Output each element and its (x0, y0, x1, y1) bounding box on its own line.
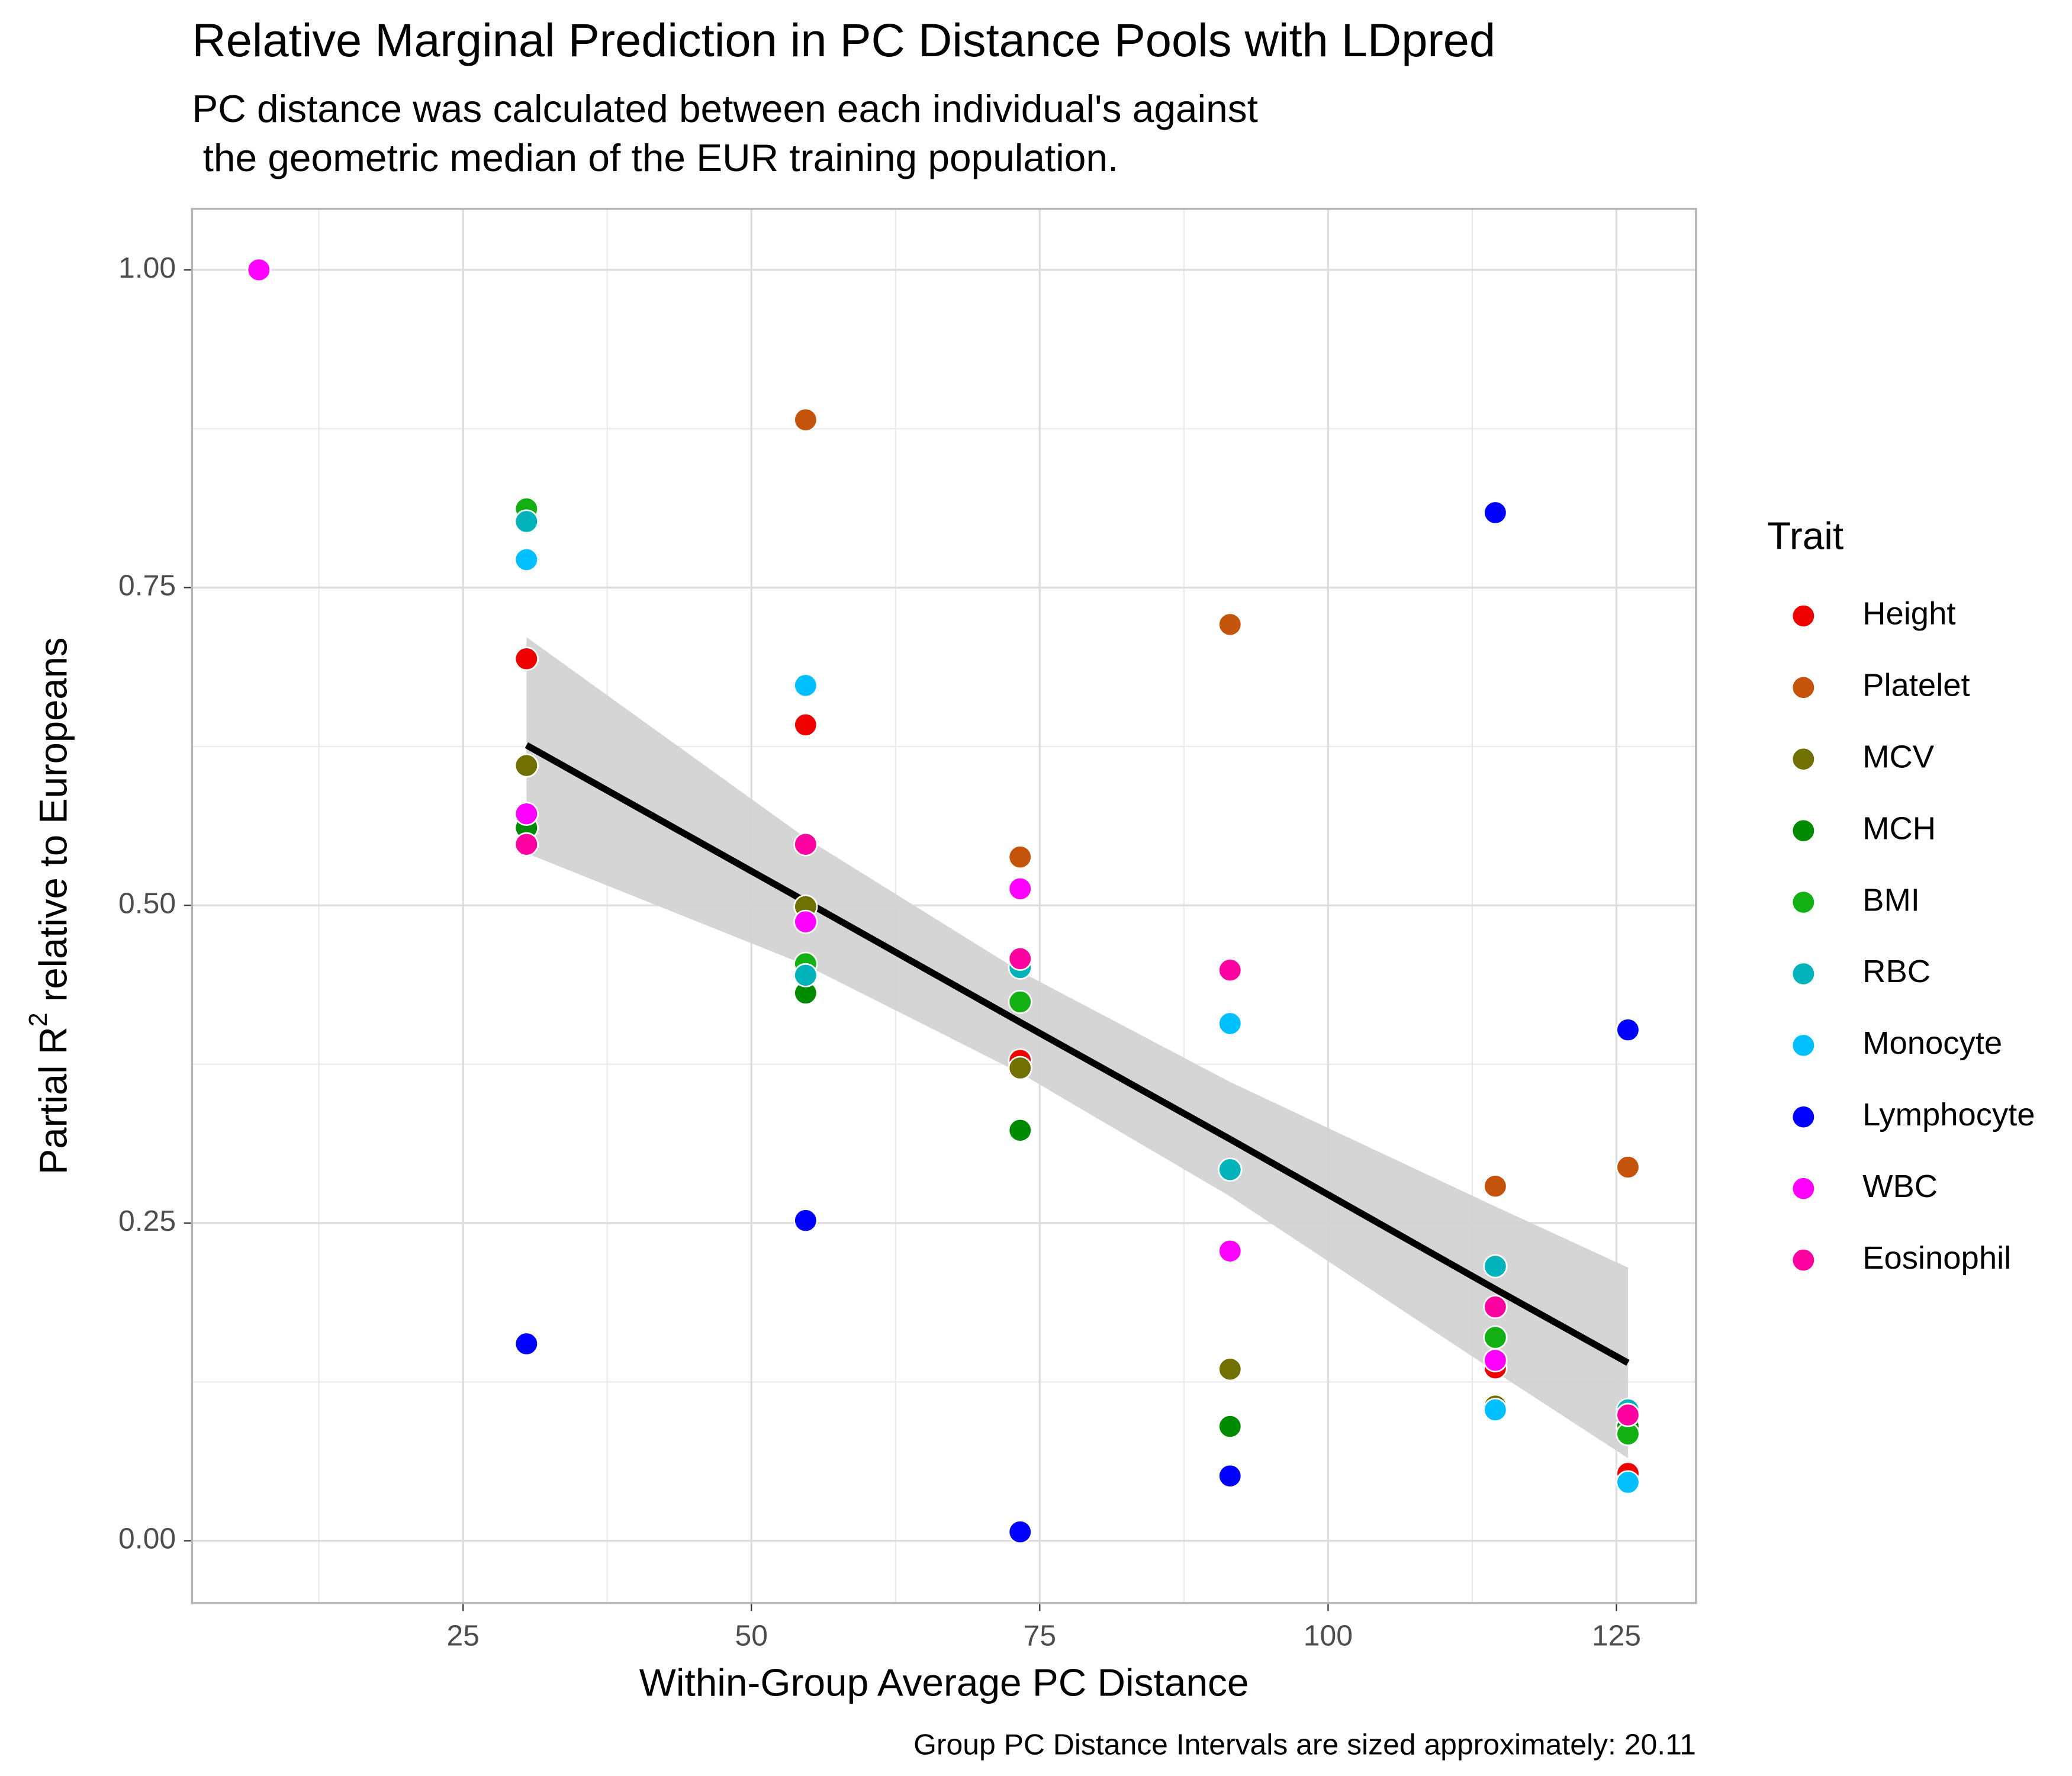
point (514, 832, 539, 857)
legend-label: Eosinophil (1862, 1240, 2011, 1276)
y-axis-title-sup: 2 (24, 1012, 53, 1027)
y-axis-title: Partial R2 relative to Europeans (24, 638, 75, 1175)
caption: Group PC Distance Intervals are sized ap… (913, 1728, 1696, 1761)
point (793, 673, 818, 698)
point (514, 753, 539, 778)
axes: 25 50 75 100 125 0.00 0.25 0.50 0.75 1.00 (118, 208, 1697, 1652)
y-tick-label: 0.25 (118, 1204, 176, 1237)
point (793, 407, 818, 432)
legend-label: BMI (1862, 883, 1920, 918)
x-tick-label: 50 (735, 1619, 768, 1652)
point (1218, 612, 1243, 637)
point (1483, 1325, 1508, 1350)
legend-swatch (1791, 1105, 1816, 1130)
y-axis-title-rest: relative to Europeans (31, 638, 75, 1013)
point (1616, 1155, 1640, 1179)
y-tick-label: 1.00 (118, 251, 176, 284)
legend-label: MCH (1862, 811, 1936, 847)
legend: Height Platelet MCV MCH BMI RBC Monocyte Lympho… (1791, 596, 2035, 1276)
legend-swatch (1791, 890, 1816, 915)
legend-swatch (1791, 1176, 1816, 1201)
subtitle-line: PC distance was calculated between each … (192, 87, 1258, 130)
point (1008, 946, 1032, 971)
point (793, 963, 818, 987)
point (1218, 1011, 1243, 1036)
point (1218, 958, 1243, 983)
point (793, 712, 818, 737)
marks (246, 258, 1640, 1545)
point (1616, 1018, 1640, 1043)
point (1008, 876, 1032, 901)
legend-label: Monocyte (1862, 1025, 2002, 1061)
x-tick-label: 125 (1592, 1619, 1641, 1652)
point (514, 547, 539, 572)
point (793, 832, 818, 857)
x-tick-label: 25 (446, 1619, 479, 1652)
point (1616, 1470, 1640, 1495)
point (1008, 1520, 1032, 1545)
legend-title: Trait (1767, 514, 1843, 558)
legend-swatch (1791, 818, 1816, 843)
point (1218, 1157, 1243, 1182)
point (1483, 1295, 1508, 1320)
point (514, 802, 539, 826)
plot-border (191, 208, 1697, 1604)
legend-swatch (1791, 1248, 1816, 1272)
y-axis-title-text: Partial R (31, 1027, 75, 1175)
point (514, 509, 539, 534)
point (1483, 500, 1508, 525)
y-tick-label: 0.00 (118, 1522, 176, 1555)
point (1218, 1463, 1243, 1488)
x-tick-label: 100 (1304, 1619, 1353, 1652)
legend-label: Platelet (1862, 668, 1970, 703)
legend-swatch (1791, 604, 1816, 628)
point (1218, 1357, 1243, 1382)
point (1616, 1402, 1640, 1427)
legend-swatch (1791, 747, 1816, 771)
legend-label: WBC (1862, 1169, 1938, 1204)
subtitle-line: the geometric median of the EUR training… (192, 136, 1118, 179)
x-tick-label: 75 (1024, 1619, 1056, 1652)
legend-swatch (1791, 961, 1816, 986)
point (1218, 1414, 1243, 1439)
point (793, 1208, 818, 1233)
legend-swatch (1791, 675, 1816, 700)
chart-title: Relative Marginal Prediction in PC Dista… (192, 14, 1495, 66)
legend-label: Lymphocyte (1862, 1097, 2035, 1132)
point (1008, 989, 1032, 1014)
legend-label: Height (1862, 596, 1955, 632)
point (1483, 1254, 1508, 1279)
point (1483, 1398, 1508, 1422)
legend-label: MCV (1862, 739, 1934, 775)
point (1483, 1348, 1508, 1373)
point (793, 909, 818, 934)
y-tick-label: 0.75 (118, 569, 176, 602)
x-axis-title: Within-Group Average PC Distance (639, 1661, 1249, 1704)
point (1008, 845, 1032, 870)
point (514, 646, 539, 671)
point (1483, 1174, 1508, 1199)
point (1218, 1238, 1243, 1263)
point (246, 258, 272, 282)
point (514, 1331, 539, 1356)
y-tick-label: 0.50 (118, 887, 176, 920)
point (1008, 1056, 1032, 1080)
legend-swatch (1791, 1033, 1816, 1058)
fit-line (525, 742, 1630, 1366)
legend-label: RBC (1862, 954, 1931, 989)
point (1008, 1118, 1032, 1143)
